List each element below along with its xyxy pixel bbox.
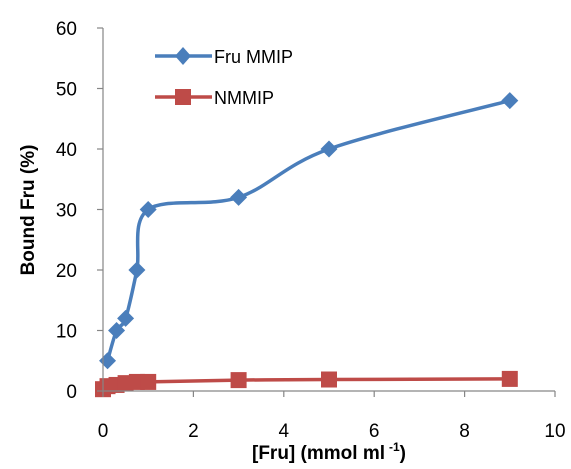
series-line-nmmip (101, 377, 510, 391)
x-tick-label: 8 (459, 421, 470, 442)
y-tick-label: 10 (56, 322, 77, 343)
y-tick-label: 20 (56, 261, 77, 282)
x-tick-label: 2 (188, 421, 199, 442)
data-point-fru-mmip (99, 352, 117, 370)
series-line-fru-mmip (105, 98, 511, 362)
data-point-fru-mmip (128, 261, 146, 279)
series-nmmip (95, 370, 518, 398)
data-point-fru-mmip (320, 140, 338, 158)
data-point-fru-mmip (501, 92, 519, 110)
y-tick-label: 60 (56, 19, 77, 40)
y-tick-label: 0 (66, 382, 77, 403)
legend-label-nmmip: NMMIP (214, 88, 274, 108)
data-point-fru-mmip (230, 188, 248, 206)
data-point-nmmip (321, 371, 337, 388)
x-tick-label: 4 (279, 421, 290, 442)
data-point-fru-mmip (108, 322, 126, 339)
data-point-fru-mmip (117, 309, 135, 327)
x-axis-title-close: ) (400, 443, 406, 464)
y-tick-label: 40 (56, 140, 77, 161)
y-tick-label: 30 (56, 201, 77, 222)
x-axis-title: [Fru] (mmol ml -1) (252, 440, 406, 464)
legend-diamond-marker (175, 47, 191, 65)
data-point-nmmip (501, 370, 518, 387)
data-point-nmmip (230, 372, 247, 389)
legend-item-fru-mmip: Fru MMIP (155, 47, 293, 67)
tick-layer: 0 2 4 6 8 10 0 10 20 30 40 50 60 (56, 19, 566, 442)
legend-label-fru-mmip: Fru MMIP (214, 47, 293, 67)
y-axis-title: Bound Fru (%) (18, 145, 39, 276)
legend-square-marker (175, 89, 191, 105)
x-axis-title-sup: -1 (389, 440, 400, 454)
x-tick-label: 10 (544, 421, 565, 442)
data-point-fru-mmip (139, 201, 157, 218)
legend-item-nmmip: NMMIP (155, 88, 274, 108)
series-fru-mmip (99, 92, 519, 370)
y-tick-label: 50 (56, 80, 77, 101)
x-tick-label: 6 (369, 421, 380, 442)
x-axis-title-main: [Fru] (mmol ml (252, 443, 385, 464)
x-tick-label: 0 (98, 421, 109, 442)
series-layer (95, 92, 519, 398)
data-point-nmmip (140, 373, 157, 390)
legend: Fru MMIP NMMIP (155, 47, 293, 108)
